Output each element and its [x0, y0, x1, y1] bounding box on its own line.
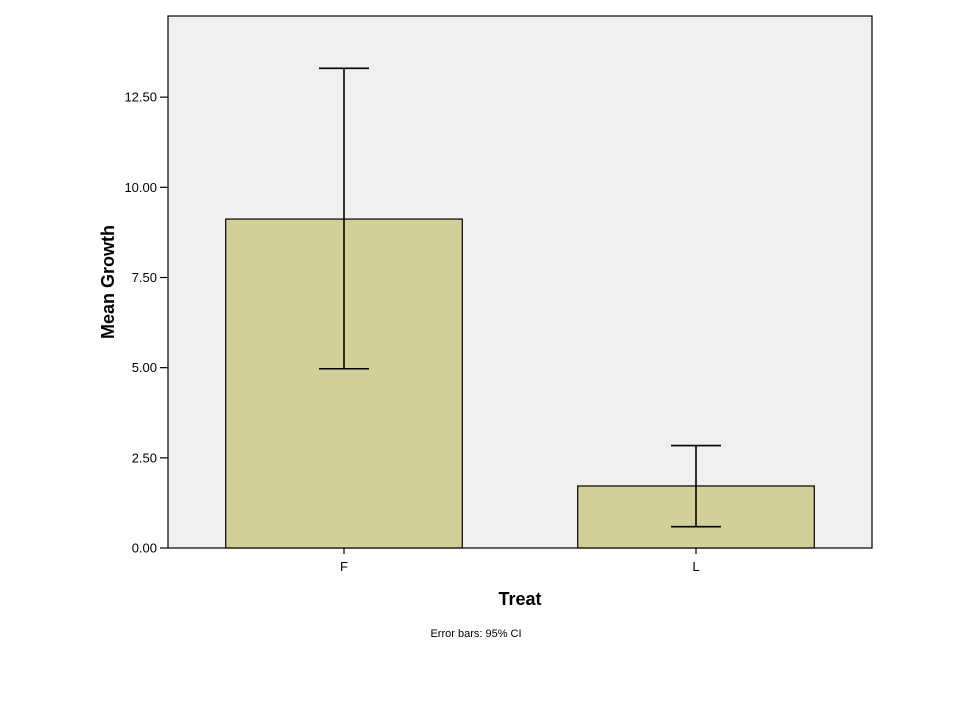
- x-axis-title: Treat: [498, 589, 541, 609]
- error-bars: [319, 67, 721, 528]
- x-tick-label: L: [692, 559, 699, 574]
- y-tick-label: 10.00: [124, 180, 157, 195]
- y-axis-title: Mean Growth: [98, 225, 118, 339]
- x-tick-label: F: [340, 559, 348, 574]
- y-tick-label: 5.00: [132, 360, 157, 375]
- y-tick-label: 0.00: [132, 541, 157, 556]
- error-bars-note: Error bars: 95% CI: [430, 628, 521, 640]
- y-tick-label: 7.50: [132, 270, 157, 285]
- y-tick-label: 12.50: [124, 90, 157, 105]
- y-tick-label: 2.50: [132, 450, 157, 465]
- y-axis-ticks: 0.00 2.50 5.00 7.50 10.00 12.50: [124, 90, 168, 556]
